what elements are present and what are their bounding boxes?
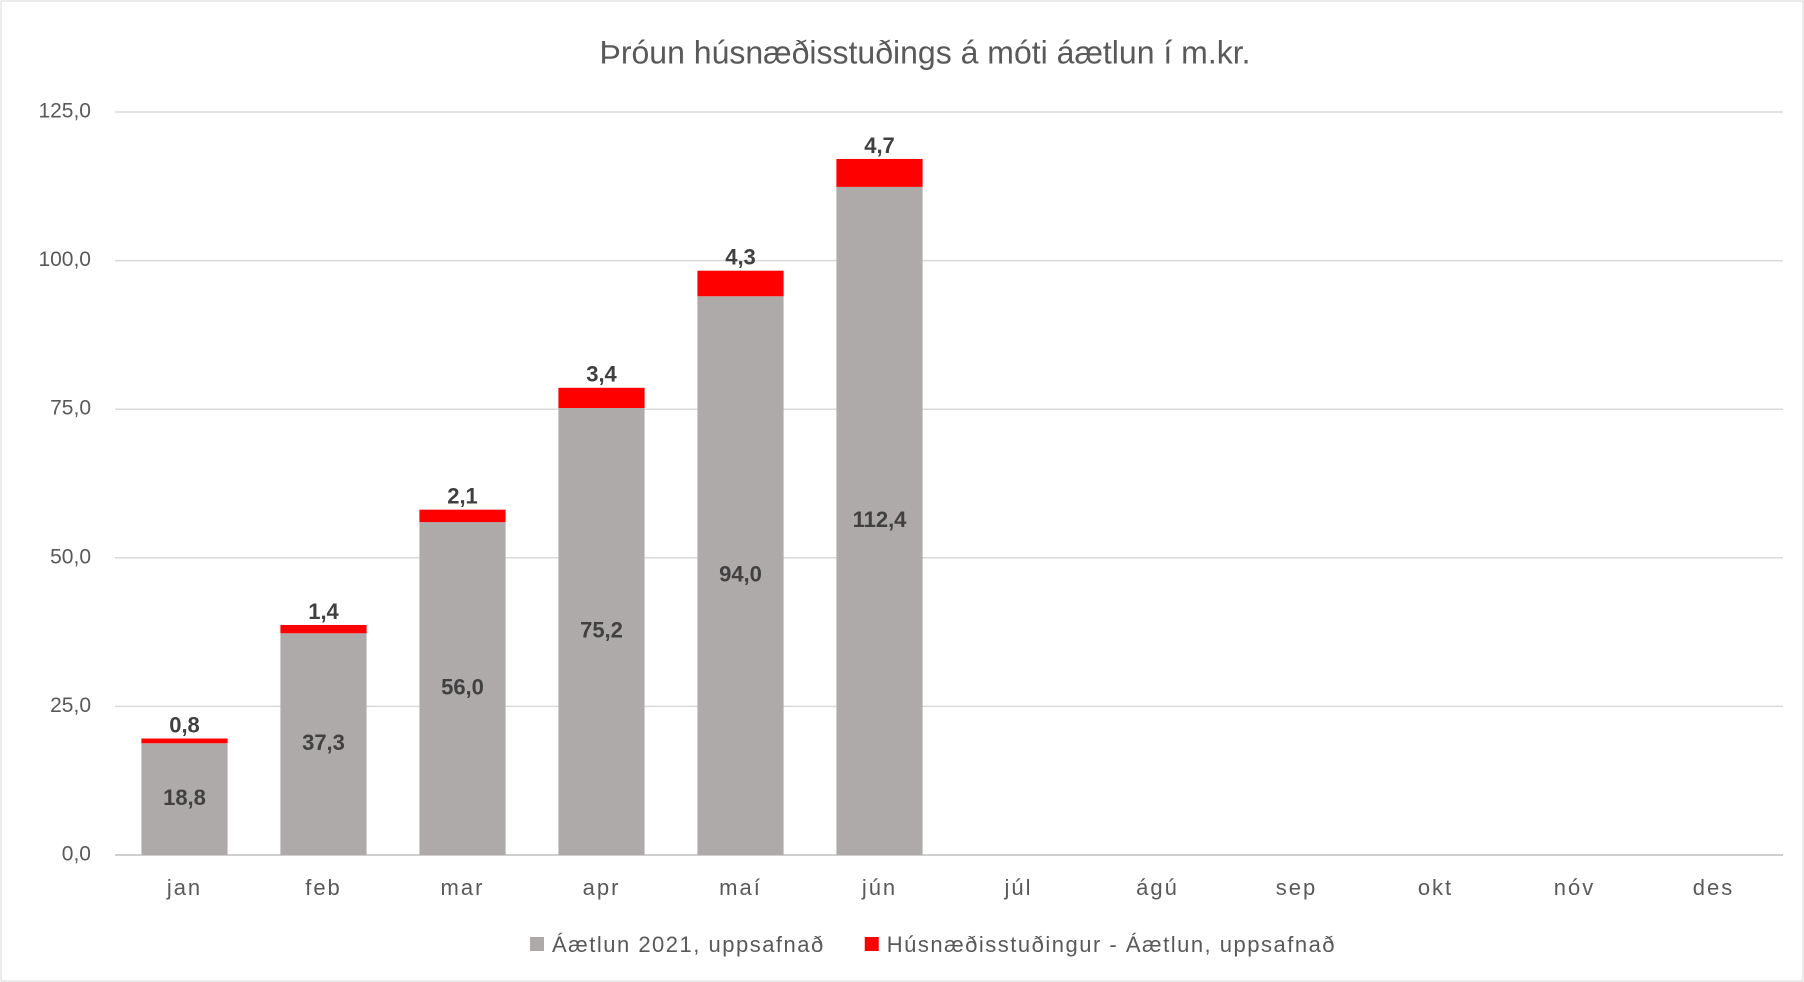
y-tick-label: 0,0 xyxy=(62,843,91,866)
bar-segment xyxy=(141,738,228,744)
legend-label: Húsnæðisstuðingur - Áætlun, uppsafnað xyxy=(887,932,1336,957)
bar-segment xyxy=(836,158,923,187)
data-label: 94,0 xyxy=(719,561,762,586)
bar-segment xyxy=(558,408,645,855)
x-tick-label: jan xyxy=(166,875,202,900)
legend-swatch xyxy=(530,937,544,951)
bar-segment xyxy=(280,633,367,855)
x-tick-label: okt xyxy=(1418,875,1453,900)
x-tick-label: feb xyxy=(305,875,342,900)
x-tick-label: ágú xyxy=(1136,875,1179,900)
y-tick-label: 50,0 xyxy=(50,545,91,568)
x-tick-label: maí xyxy=(719,875,762,900)
x-tick-label: sep xyxy=(1276,875,1317,900)
x-tick-label: júl xyxy=(1003,875,1032,900)
x-tick-label: jún xyxy=(861,875,897,900)
chart-title: Þróun húsnæðisstuðings á móti áætlun í m… xyxy=(600,34,1251,70)
bar-segment xyxy=(419,509,506,523)
x-tick-label: mar xyxy=(441,875,485,900)
data-label: 37,3 xyxy=(302,730,345,755)
y-tick-label: 100,0 xyxy=(38,248,91,271)
x-tick-label: nóv xyxy=(1554,875,1595,900)
bar-segment xyxy=(697,296,784,855)
y-tick-label: 25,0 xyxy=(50,694,91,717)
data-label: 4,3 xyxy=(725,245,756,270)
x-tick-label: apr xyxy=(583,875,621,900)
y-tick-label: 125,0 xyxy=(38,100,91,123)
data-label: 75,2 xyxy=(580,617,623,642)
data-label: 56,0 xyxy=(441,674,484,699)
data-label: 4,7 xyxy=(864,133,895,158)
data-label: 0,8 xyxy=(169,712,200,737)
data-label: 2,1 xyxy=(447,483,478,508)
data-label: 1,4 xyxy=(308,599,339,624)
data-label: 3,4 xyxy=(586,362,617,387)
y-tick-label: 75,0 xyxy=(50,397,91,420)
legend-swatch xyxy=(864,937,879,951)
legend-label: Áætlun 2021, uppsafnað xyxy=(552,932,825,957)
bar-segment xyxy=(419,522,506,855)
data-label: 112,4 xyxy=(853,507,908,532)
bar-segment xyxy=(697,270,784,297)
data-label: 18,8 xyxy=(163,785,206,810)
x-tick-label: des xyxy=(1693,875,1734,900)
bar-segment xyxy=(836,186,923,855)
bar-segment xyxy=(141,743,228,855)
bar-segment xyxy=(558,387,645,409)
bar-segment xyxy=(280,624,367,634)
